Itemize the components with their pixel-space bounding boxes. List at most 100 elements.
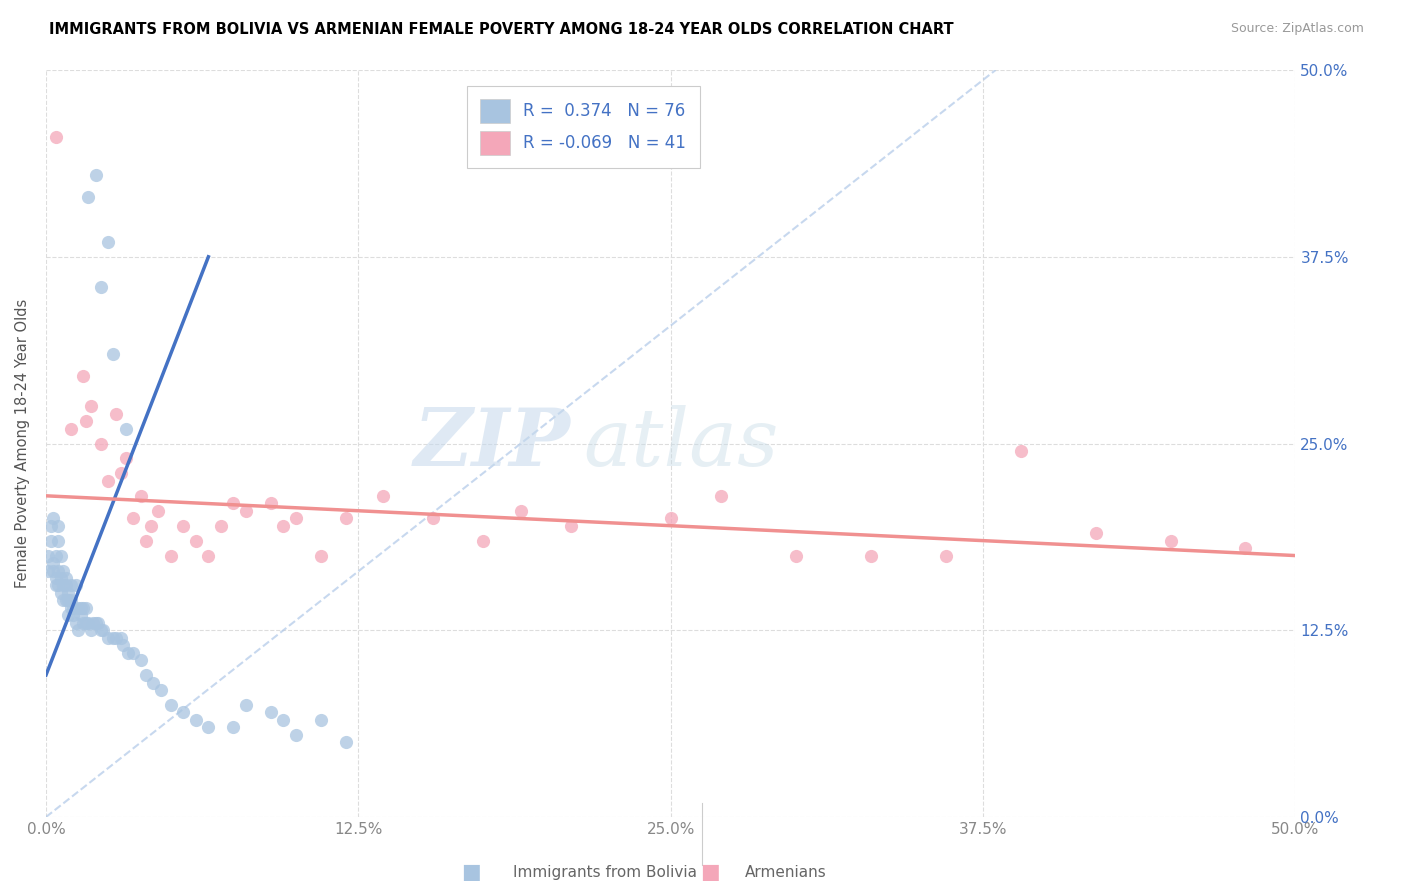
Point [115,451,138,466]
Point [284,511,307,525]
Point [67,624,90,638]
Point [110,631,132,645]
Point [58,608,80,623]
Point [172,518,194,533]
Point [39,533,62,548]
Point [129,489,152,503]
Point [45,130,67,145]
Point [309,549,332,563]
Point [72,369,94,384]
Point [472,533,495,548]
Point [197,549,219,563]
Point [49,586,72,600]
Text: Immigrants from Bolivia: Immigrants from Bolivia [513,865,697,880]
Point [48,564,70,578]
Point [90,624,112,638]
Point [260,706,283,720]
Point [197,720,219,734]
Point [45,571,67,585]
Point [62,608,84,623]
Point [45,578,67,592]
Point [62,600,84,615]
Point [129,653,152,667]
Point [65,615,87,630]
Point [77,190,100,204]
Text: Source: ZipAtlas.com: Source: ZipAtlas.com [1230,22,1364,36]
Point [184,533,207,548]
Point [104,407,127,421]
Text: atlas: atlas [583,405,779,483]
Point [560,518,582,533]
Point [55,593,77,607]
Point [58,586,80,600]
Point [110,467,132,481]
Point [93,624,115,638]
Point [75,414,97,428]
Point [70,608,93,623]
Point [80,399,103,413]
Point [59,593,82,607]
Point [710,489,733,503]
Point [785,549,807,563]
Point [59,421,82,435]
Point [49,571,72,585]
Point [42,556,65,570]
Point [42,564,65,578]
Point [149,683,172,698]
Point [65,578,87,592]
Point [72,600,94,615]
Text: ■: ■ [461,863,481,882]
Point [45,549,67,563]
Point [222,496,245,510]
Point [39,518,62,533]
Point [77,615,100,630]
Point [122,646,145,660]
Point [148,504,170,518]
Point [55,571,77,585]
Point [90,279,112,293]
Point [209,518,232,533]
Point [260,496,283,510]
Point [135,533,157,548]
Point [82,615,104,630]
Legend: R =  0.374   N = 76, R = -0.069   N = 41: R = 0.374 N = 76, R = -0.069 N = 41 [467,86,700,168]
Point [42,511,65,525]
Point [58,593,80,607]
Point [75,615,97,630]
Point [235,504,257,518]
Point [97,631,120,645]
Point [859,549,882,563]
Point [48,578,70,592]
Point [48,518,70,533]
Point [222,720,245,734]
Point [103,347,125,361]
Point [284,728,307,742]
Point [373,489,395,503]
Point [1160,533,1182,548]
Point [72,615,94,630]
Point [84,615,107,630]
Point [273,518,295,533]
Y-axis label: Female Poverty Among 18-24 Year Olds: Female Poverty Among 18-24 Year Olds [15,299,30,588]
Point [52,593,75,607]
Text: ZIP: ZIP [413,405,571,483]
Point [142,675,165,690]
Point [49,549,72,563]
Point [52,564,75,578]
Point [139,518,162,533]
Point [335,511,357,525]
Point [59,600,82,615]
Point [335,735,357,749]
Point [80,624,103,638]
Point [75,600,97,615]
Point [184,713,207,727]
Point [659,511,682,525]
Point [90,436,112,450]
Point [273,713,295,727]
Point [135,668,157,682]
Point [97,474,120,488]
Text: ■: ■ [700,863,720,882]
Point [87,615,110,630]
Point [1084,526,1107,541]
Point [1010,444,1032,458]
